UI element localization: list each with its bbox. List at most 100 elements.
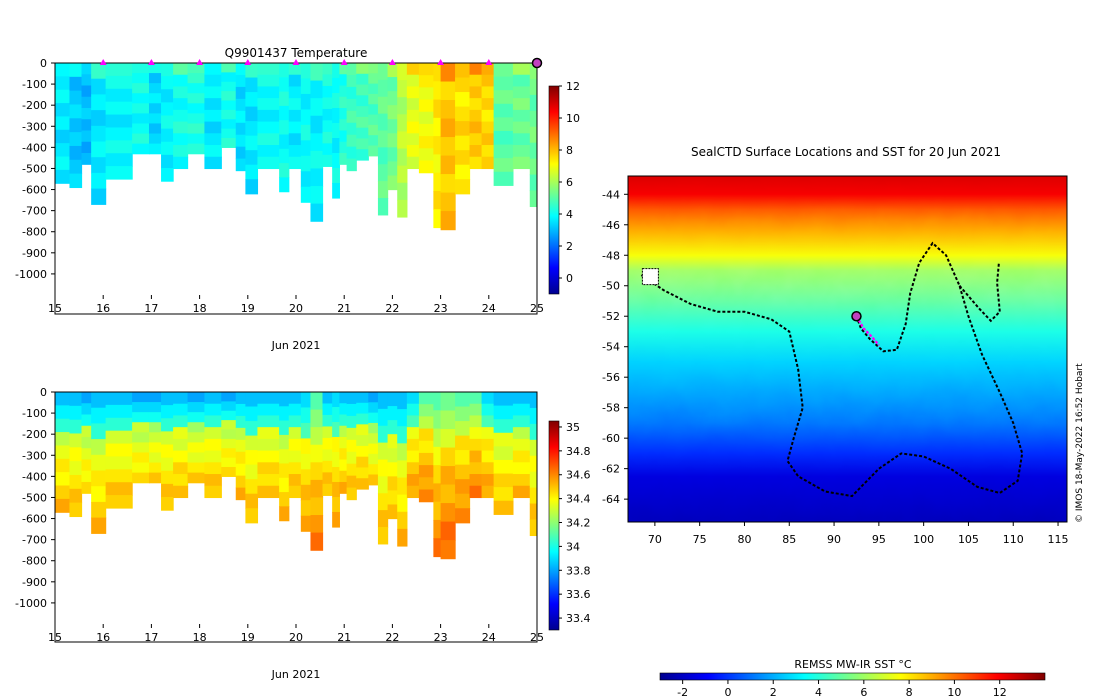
salinity-cell: [529, 471, 537, 489]
salinity-cell: [148, 392, 162, 403]
colorbar-tick-label: 34: [566, 540, 580, 553]
temperature-cell: [397, 199, 408, 218]
salinity-cell: [300, 422, 312, 439]
temperature-cell: [221, 100, 237, 111]
temperature-cell: [529, 63, 537, 80]
salinity-cell: [279, 506, 290, 522]
temperature-cell: [529, 142, 537, 160]
salinity-panel: 0 -100 -200 -300 -400 -500 -600 -700 -800 -900 -10…: [15, 386, 590, 681]
salinity-cell: [235, 463, 246, 477]
temperature-cell: [55, 76, 71, 91]
temperature-cell: [55, 129, 71, 144]
temperature-cell: [512, 109, 531, 123]
temperature-cell: [529, 126, 537, 144]
temperature-cell: [132, 143, 150, 155]
temperature-cell: [397, 131, 408, 150]
temperature-cell: [132, 113, 150, 125]
salinity-cell: [81, 481, 92, 494]
salinity-cell: [406, 462, 420, 475]
temperature-cell: [440, 137, 456, 157]
temperature-cell: [440, 155, 456, 175]
lat-tick-label: -52: [602, 310, 620, 323]
temperature-cell: [148, 103, 162, 114]
sst-colorbar-tick-label: -2: [677, 686, 688, 699]
salinity-cell: [148, 452, 162, 464]
temperature-cell: [469, 145, 483, 158]
salinity-cell: [418, 477, 434, 491]
salinity-cell: [81, 425, 92, 438]
temperature-cell: [148, 73, 162, 84]
salinity-cell: [322, 449, 333, 462]
salinity-cell: [481, 474, 495, 487]
salinity-cell: [455, 450, 471, 466]
temperature-cell: [55, 89, 71, 104]
temperature-cell: [356, 73, 369, 86]
salinity-cell: [55, 485, 71, 500]
temperature-cell: [512, 74, 531, 88]
temperature-cell: [529, 174, 537, 192]
temperature-cell: [105, 140, 133, 154]
temperature-cell: [493, 158, 514, 173]
temperature-cell: [91, 63, 107, 80]
salinity-cell: [406, 450, 420, 463]
x-tick-label: 19: [241, 302, 255, 315]
salinity-cell: [346, 403, 357, 417]
temperature-cell: [300, 109, 312, 126]
surface-marker: [244, 59, 252, 65]
y-tick-label: -500: [22, 162, 47, 175]
salinity-cell: [433, 392, 442, 411]
temperature-cell: [368, 83, 379, 95]
salinity-cell: [481, 403, 495, 417]
salinity-cell: [397, 460, 408, 479]
temperature-cell: [332, 107, 340, 124]
x-tick-label: 19: [241, 631, 255, 644]
salinity-cell: [245, 479, 259, 495]
temperature-cell: [235, 146, 246, 160]
temperature-cell: [339, 107, 348, 120]
lat-tick-label: -58: [602, 402, 620, 415]
salinity-cell: [187, 392, 206, 403]
salinity-cell: [481, 438, 495, 452]
temperature-cell: [132, 103, 150, 114]
temperature-cell: [173, 156, 189, 170]
temperature-cell: [339, 74, 348, 87]
temperature-cell: [440, 81, 456, 101]
temperature-cell: [529, 94, 537, 112]
lon-tick-label: 90: [827, 533, 841, 546]
salinity-cell: [397, 477, 408, 496]
x-tick-label: 21: [337, 302, 351, 315]
x-tick-label: 16: [96, 631, 110, 644]
temperature-cell: [310, 150, 324, 170]
sst-colorbar-tick-label: 0: [724, 686, 731, 699]
y-tick-label: -300: [22, 120, 47, 133]
temperature-cell: [346, 122, 357, 136]
y-tick-label: -500: [22, 491, 47, 504]
salinity-cell: [173, 415, 189, 428]
temperature-cell: [81, 63, 92, 75]
temperature-cell: [469, 74, 483, 88]
salinity-cell: [245, 392, 259, 408]
temperature-cell: [339, 85, 348, 98]
temperature-cell: [377, 164, 389, 182]
temperature-cell: [332, 92, 340, 109]
temperature-cell: [69, 159, 83, 175]
temperature-cell: [481, 63, 495, 76]
colorbar-tick-label: 10: [566, 112, 580, 125]
temperature-cell: [173, 74, 189, 88]
salinity-cell: [455, 508, 471, 524]
temperature-cell: [187, 103, 206, 114]
x-tick-label: 17: [144, 302, 158, 315]
salinity-cell: [91, 486, 107, 503]
salinity-cell: [310, 409, 324, 428]
salinity-cell: [356, 424, 369, 436]
salinity-cell: [529, 392, 537, 409]
temperature-cell: [339, 152, 348, 165]
salinity-cell: [81, 448, 92, 461]
salinity-cell: [481, 392, 495, 405]
salinity-cell: [469, 450, 483, 463]
y-tick-label: 0: [40, 386, 47, 399]
temperature-cell: [221, 137, 237, 148]
salinity-cell: [322, 483, 333, 496]
lon-tick-label: 110: [1003, 533, 1024, 546]
